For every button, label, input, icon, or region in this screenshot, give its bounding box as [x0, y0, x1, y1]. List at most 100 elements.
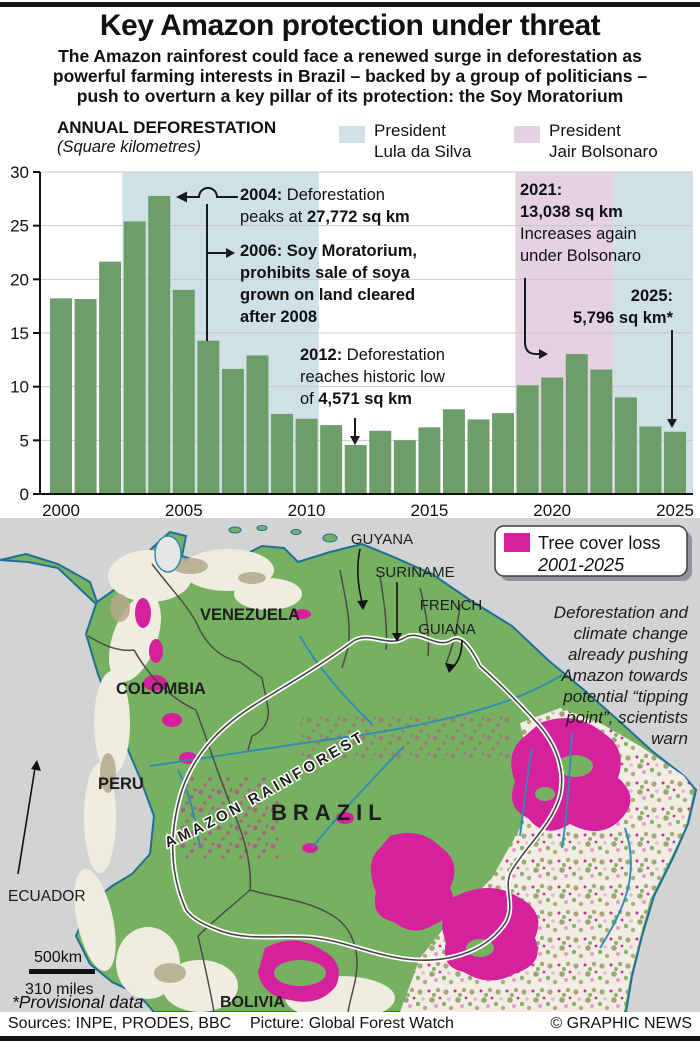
- rivers: [149, 635, 632, 949]
- x-tick-2000: 2000: [42, 501, 80, 520]
- top-rule: [0, 2, 700, 7]
- bar-2023: [614, 397, 637, 494]
- bar-2025: [664, 431, 686, 494]
- bar-2002: [99, 261, 122, 494]
- footer-picture-credit: Picture: Global Forest Watch: [250, 1015, 454, 1032]
- bar-2005: [172, 289, 195, 494]
- bottom-rule: [0, 1036, 700, 1041]
- axes: [33, 171, 693, 495]
- subtitle-line: The Amazon rainforest could face a renew…: [58, 46, 642, 66]
- y-tick-30000: 30: [10, 163, 29, 182]
- legend-label-bolsonaro: President Jair Bolsonaro: [549, 121, 658, 161]
- label-brazil: BRAZIL: [271, 800, 388, 825]
- x-tick-2005: 2005: [165, 501, 203, 520]
- bar-2010: [295, 418, 318, 494]
- bar-2008: [246, 355, 269, 494]
- bar-2019: [516, 385, 539, 494]
- bar-2006: [197, 340, 220, 494]
- caribbean-islands: [228, 525, 338, 543]
- lake-maracaibo: [154, 535, 182, 573]
- bar-2012: [344, 444, 367, 494]
- y-tick-20000: 20: [10, 270, 29, 289]
- label-guyana: GUYANA: [351, 531, 413, 548]
- bar-2017: [467, 419, 490, 494]
- x-tick-2020: 2020: [533, 501, 571, 520]
- annotation-2021: 2021: 13,038 sq km Increases again under…: [520, 181, 642, 265]
- bar-2024: [639, 426, 662, 494]
- scale-miles: 310 miles: [25, 981, 93, 998]
- y-tick-15000: 15: [10, 324, 29, 343]
- amazon-boundary: [170, 632, 565, 963]
- label-french-guiana-2: GUIANA: [418, 621, 476, 638]
- chart-heading-units: (Square kilometres): [57, 138, 201, 156]
- bar-2004: [148, 195, 171, 494]
- bar-2001: [74, 299, 97, 494]
- scale-km: 500km: [34, 949, 82, 966]
- bar-2015: [418, 427, 441, 494]
- scrub-patches: [100, 558, 266, 983]
- connector-2021: [524, 278, 539, 355]
- legend-label-lula: President Lula da Silva: [374, 121, 472, 161]
- label-colombia: COLOMBIA: [116, 680, 206, 698]
- page-subtitle: The Amazon rainforest could face a renew…: [20, 46, 680, 106]
- arrowhead-2004: [176, 191, 187, 203]
- arrowhead-2025: [667, 419, 677, 428]
- footer: Sources: INPE, PRODES, BBC Picture: Glob…: [0, 1012, 700, 1036]
- y-tick-5000: 5: [20, 431, 29, 450]
- scale-bar: 500km 310 miles: [25, 949, 95, 998]
- bar-2016: [442, 409, 465, 494]
- map-legend: Tree cover loss 2001-2025: [494, 525, 692, 581]
- bar-2014: [393, 440, 416, 494]
- annotation-connectors: [186, 187, 673, 436]
- page-title: Key Amazon protection under threat: [99, 9, 601, 42]
- legend-swatch-bolsonaro: [514, 126, 540, 143]
- y-tick-0: 0: [20, 485, 29, 504]
- amazon-map: AMAZON RAINFOREST VENEZUELA COLOMBIA PER…: [0, 518, 700, 1012]
- country-labels: VENEZUELA COLOMBIA PERU BRAZIL BOLIVIA E…: [8, 531, 482, 1011]
- annotation-arrowheads: [176, 191, 677, 445]
- provisional-note: *Provisional data: [12, 992, 144, 1012]
- bar-2022: [590, 369, 613, 494]
- footer-copyright: © GRAPHIC NEWS: [550, 1015, 692, 1032]
- legend-title: Tree cover loss: [538, 533, 660, 553]
- bar-2018: [492, 413, 515, 494]
- label-arrowheads: [31, 600, 456, 771]
- legend-box: [494, 525, 688, 577]
- x-tick-2025: 2025: [656, 501, 694, 520]
- loss-speckle-amazon-river: [300, 714, 510, 760]
- bar-2011: [320, 425, 343, 494]
- x-axis-labels: 2000 2005 2010 2015 2020 2025: [42, 501, 694, 520]
- legend-swatch-lula: [339, 126, 365, 143]
- x-tick-2010: 2010: [288, 501, 326, 520]
- y-axis-labels: 0 5 10 15 20 25 30: [10, 163, 29, 504]
- scale-rule: [29, 969, 95, 974]
- label-venezuela: VENEZUELA: [200, 606, 300, 624]
- chart-heading: ANNUAL DEFORESTATION: [57, 118, 277, 137]
- bar-2021: [565, 354, 588, 494]
- label-ecuador: ECUADOR: [8, 888, 86, 905]
- legend-years: 2001-2025: [537, 555, 625, 575]
- bar-2000: [50, 298, 72, 494]
- connector-2004: [186, 187, 238, 198]
- arrowhead-2021: [539, 349, 548, 359]
- map-side-note: Deforestation and climate change already…: [553, 603, 688, 748]
- subtitle-line: push to overturn a key pillar of its pro…: [76, 86, 624, 106]
- annotation-2006: 2006: Soy Moratorium, prohibits sale of …: [240, 242, 417, 326]
- label-peru: PERU: [98, 775, 144, 793]
- label-french-guiana-1: FRENCH: [420, 597, 483, 614]
- y-tick-25000: 25: [10, 217, 29, 236]
- annotation-2025: 2025: 5,796 sq km*: [573, 287, 673, 327]
- footer-sources: Sources: INPE, PRODES, BBC: [8, 1015, 232, 1032]
- bars: [50, 195, 686, 494]
- bar-2003: [123, 221, 146, 494]
- annotation-2012: 2012: Deforestation reaches historic low…: [300, 346, 445, 408]
- x-tick-2015: 2015: [410, 501, 448, 520]
- label-suriname: SURINAME: [375, 564, 454, 581]
- bar-2020: [541, 377, 564, 494]
- loss-speckle-peru: [180, 776, 280, 860]
- bar-2009: [271, 413, 294, 494]
- arrowhead-2012: [350, 436, 360, 445]
- bar-2007: [221, 368, 244, 494]
